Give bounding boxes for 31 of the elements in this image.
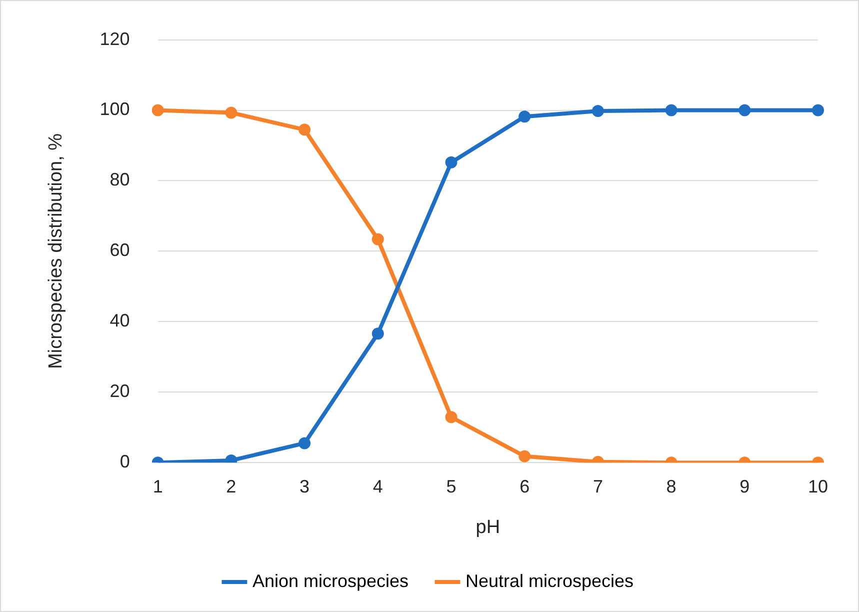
y-tick-label: 100: [100, 99, 130, 120]
y-tick-label: 60: [110, 240, 130, 260]
y-tick-label: 120: [100, 28, 130, 49]
legend-label: Anion microspecies: [252, 570, 409, 591]
point: [738, 104, 751, 116]
point: [225, 106, 238, 119]
x-tick-label: 1: [152, 476, 163, 496]
point: [812, 104, 824, 116]
point: [152, 104, 164, 116]
x-tick-label: 2: [226, 476, 236, 496]
y-axis-title: Microspecies distribution, %: [46, 133, 67, 369]
x-tick-label: 4: [372, 476, 383, 496]
x-tick-label: 10: [808, 476, 828, 496]
legend-label: Neutral microspecies: [466, 570, 634, 591]
point: [665, 104, 678, 116]
y-tick-label: 0: [120, 452, 130, 472]
y-tick-label: 20: [110, 381, 130, 402]
x-tick-label: 9: [740, 476, 750, 496]
point: [298, 124, 311, 136]
x-tick-label: 3: [300, 476, 310, 496]
point: [518, 110, 531, 123]
x-tick-label: 5: [446, 476, 456, 496]
x-tick-label: 6: [520, 476, 530, 496]
y-tick-label: 40: [110, 310, 130, 331]
x-tick-label: 8: [666, 476, 676, 496]
x-tick-label: 7: [592, 476, 603, 496]
point: [445, 156, 458, 168]
y-tick-label: 80: [110, 170, 130, 190]
point: [372, 233, 384, 246]
point: [592, 104, 604, 117]
x-axis-title: pH: [476, 516, 500, 538]
